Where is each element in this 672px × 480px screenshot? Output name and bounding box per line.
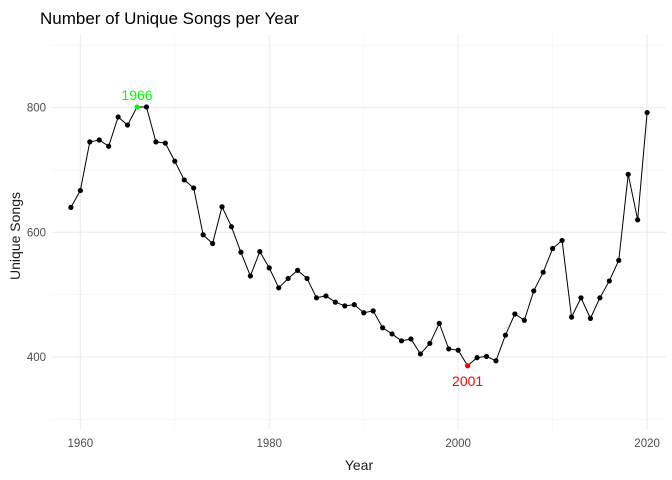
data-point bbox=[332, 299, 338, 305]
y-tick-label: 800 bbox=[27, 103, 46, 115]
series-line bbox=[70, 106, 648, 367]
data-point bbox=[209, 240, 216, 247]
data-point bbox=[361, 310, 367, 316]
data-point bbox=[257, 249, 263, 255]
data-point bbox=[143, 104, 150, 110]
data-point bbox=[200, 232, 206, 238]
data-point bbox=[408, 336, 414, 342]
data-point bbox=[276, 285, 282, 291]
data-point bbox=[587, 315, 594, 321]
data-point bbox=[153, 139, 159, 145]
annotation-label: 1966 bbox=[121, 87, 152, 103]
data-points bbox=[68, 104, 650, 369]
data-point bbox=[455, 347, 461, 353]
data-point bbox=[531, 288, 537, 294]
data-point bbox=[502, 332, 509, 338]
data-point bbox=[219, 204, 225, 210]
data-point bbox=[181, 177, 187, 183]
data-point bbox=[644, 109, 650, 116]
data-point bbox=[446, 346, 452, 352]
data-point bbox=[578, 295, 584, 301]
data-point bbox=[380, 325, 386, 331]
data-point bbox=[313, 295, 320, 301]
data-point bbox=[228, 224, 235, 230]
data-point bbox=[483, 353, 490, 360]
data-point bbox=[266, 265, 272, 271]
data-point bbox=[625, 171, 631, 177]
y-tick-label: 400 bbox=[27, 352, 46, 364]
data-point bbox=[474, 355, 480, 361]
data-point bbox=[106, 143, 112, 149]
annotations: 1966 2001 bbox=[121, 87, 483, 389]
x-tick-label: 2000 bbox=[445, 438, 471, 450]
data-point bbox=[606, 278, 612, 284]
data-point bbox=[521, 317, 527, 323]
annotation-label: 2001 bbox=[452, 373, 483, 389]
data-point bbox=[512, 311, 518, 317]
data-point bbox=[389, 331, 395, 337]
data-point bbox=[238, 249, 244, 255]
data-point bbox=[436, 320, 442, 326]
data-point bbox=[247, 273, 253, 279]
data-point bbox=[550, 245, 556, 252]
data-point bbox=[616, 257, 622, 263]
data-point bbox=[124, 122, 131, 128]
data-point bbox=[134, 104, 140, 110]
data-point bbox=[635, 217, 641, 223]
x-tick-label: 2020 bbox=[634, 438, 660, 450]
x-axis-ticks: 1960 1980 2000 2020 bbox=[68, 438, 660, 450]
data-point bbox=[559, 237, 565, 244]
chart-title: Number of Unique Songs per Year bbox=[40, 9, 299, 28]
data-point bbox=[191, 185, 197, 191]
data-point bbox=[568, 314, 575, 320]
x-tick-label: 1980 bbox=[256, 438, 282, 450]
x-axis-title: Year bbox=[345, 457, 374, 473]
y-axis-title: Unique Songs bbox=[7, 192, 23, 280]
data-point bbox=[68, 204, 74, 210]
data-point bbox=[370, 308, 376, 314]
data-point bbox=[295, 267, 301, 273]
data-point bbox=[87, 139, 93, 145]
data-point bbox=[162, 140, 168, 146]
data-point bbox=[77, 187, 83, 194]
chart-grid bbox=[52, 34, 666, 430]
data-point bbox=[427, 340, 433, 346]
data-point bbox=[540, 269, 546, 275]
data-point bbox=[304, 275, 310, 282]
y-axis-ticks: 400 600 800 bbox=[27, 103, 46, 364]
data-point bbox=[115, 114, 121, 120]
data-point bbox=[351, 302, 357, 308]
x-tick-label: 1960 bbox=[68, 438, 94, 450]
data-point bbox=[597, 295, 603, 301]
data-point bbox=[285, 275, 291, 282]
data-point bbox=[465, 363, 471, 369]
data-point bbox=[493, 358, 499, 364]
data-point bbox=[417, 351, 423, 357]
data-point bbox=[172, 158, 178, 164]
data-point bbox=[96, 137, 102, 143]
data-point bbox=[342, 303, 348, 309]
y-tick-label: 600 bbox=[27, 227, 46, 239]
data-point bbox=[398, 338, 405, 344]
data-point bbox=[323, 293, 329, 299]
